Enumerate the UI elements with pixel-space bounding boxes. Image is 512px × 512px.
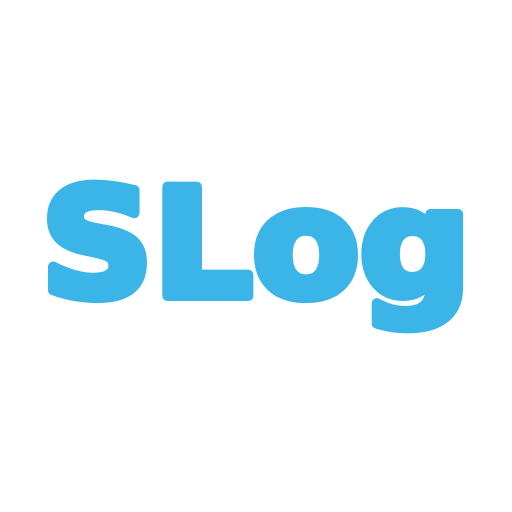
logo-wordmark: SLog bbox=[41, 158, 471, 332]
